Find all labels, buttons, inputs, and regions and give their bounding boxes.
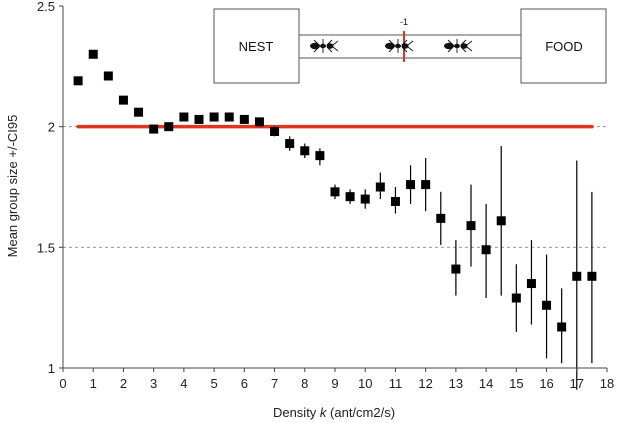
data-point bbox=[360, 194, 370, 204]
nest-box bbox=[213, 8, 300, 84]
data-point bbox=[239, 114, 249, 124]
x-tick-label: 2 bbox=[120, 376, 127, 391]
y-tick-label: 2 bbox=[48, 120, 55, 135]
data-point bbox=[375, 182, 385, 192]
data-point bbox=[406, 180, 416, 190]
data-point bbox=[481, 245, 491, 255]
x-tick-label: 0 bbox=[59, 376, 66, 391]
y-tick-label: 1.5 bbox=[37, 240, 55, 255]
x-axis-title-part1: Density bbox=[273, 405, 320, 420]
data-point bbox=[330, 187, 340, 197]
data-point bbox=[224, 112, 234, 122]
data-point-layer bbox=[73, 49, 597, 332]
data-point bbox=[526, 279, 536, 289]
data-point bbox=[254, 117, 264, 127]
ant-icon bbox=[385, 39, 414, 53]
data-point bbox=[587, 271, 597, 281]
data-point bbox=[209, 112, 219, 122]
data-point bbox=[390, 196, 400, 206]
data-point bbox=[466, 221, 476, 231]
y-tick-label: 1 bbox=[48, 361, 55, 376]
y-tick-group: 1 1.5 2 2.5 bbox=[37, 0, 63, 376]
x-tick-label: 1 bbox=[90, 376, 97, 391]
data-point bbox=[511, 293, 521, 303]
x-axis-title: Density k (ant/cm2/s) bbox=[273, 405, 395, 420]
food-box bbox=[520, 8, 607, 84]
data-point bbox=[557, 322, 567, 332]
experiment-setup-inset: NEST FOOD -1 bbox=[213, 8, 607, 84]
food-label: FOOD bbox=[545, 39, 583, 54]
y-axis-title: Mean group size +/-CI95 bbox=[5, 115, 20, 258]
x-tick-label: 9 bbox=[331, 376, 338, 391]
nest-label: NEST bbox=[239, 39, 274, 54]
data-point bbox=[436, 213, 446, 223]
data-point bbox=[88, 49, 98, 59]
x-tick-label: 10 bbox=[358, 376, 372, 391]
data-point bbox=[194, 114, 204, 124]
x-tick-label: 15 bbox=[509, 376, 523, 391]
x-tick-label: 12 bbox=[418, 376, 432, 391]
data-point bbox=[285, 139, 295, 149]
x-tick-label: 5 bbox=[210, 376, 217, 391]
axis-layer: 0 1 2 3 4 5 6 7 8 9 10 11 12 13 14 15 16 17 18 11.522.5 bbox=[37, 0, 614, 391]
data-point bbox=[315, 151, 325, 161]
data-point bbox=[164, 122, 174, 132]
ant-icon bbox=[310, 39, 339, 53]
x-axis-title-part2: (ant/cm2/s) bbox=[326, 405, 395, 420]
data-point bbox=[345, 192, 355, 202]
data-point bbox=[149, 124, 159, 134]
x-tick-label: 13 bbox=[449, 376, 463, 391]
error-bar-layer bbox=[77, 51, 593, 390]
x-tick-label: 3 bbox=[150, 376, 157, 391]
data-point bbox=[542, 300, 552, 310]
x-tick-label: 14 bbox=[479, 376, 493, 391]
data-point bbox=[118, 95, 128, 105]
x-tick-label: 7 bbox=[271, 376, 278, 391]
x-tick-label: 11 bbox=[389, 376, 403, 391]
x-tick-label: 4 bbox=[180, 376, 187, 391]
counting-line-label: -1 bbox=[400, 17, 408, 27]
x-tick-group: 0 1 2 3 4 5 6 7 8 9 10 11 12 13 14 15 16 17 18 bbox=[59, 368, 614, 391]
data-point bbox=[451, 264, 461, 274]
x-tick-label: 18 bbox=[600, 376, 614, 391]
data-point bbox=[421, 180, 431, 190]
data-point bbox=[496, 216, 506, 226]
data-point bbox=[134, 107, 144, 117]
data-point bbox=[73, 76, 83, 86]
ant-icon bbox=[444, 39, 473, 53]
x-tick-label: 6 bbox=[241, 376, 248, 391]
x-tick-label: 17 bbox=[570, 376, 584, 391]
x-tick-label: 16 bbox=[539, 376, 553, 391]
x-tick-label: 8 bbox=[301, 376, 308, 391]
data-point bbox=[270, 126, 280, 136]
data-point bbox=[572, 271, 582, 281]
y-tick-label: 2.5 bbox=[37, 0, 55, 14]
data-point bbox=[179, 112, 189, 122]
data-point bbox=[103, 71, 113, 81]
x-axis-title-variable: k bbox=[320, 405, 328, 420]
data-point bbox=[300, 146, 310, 156]
